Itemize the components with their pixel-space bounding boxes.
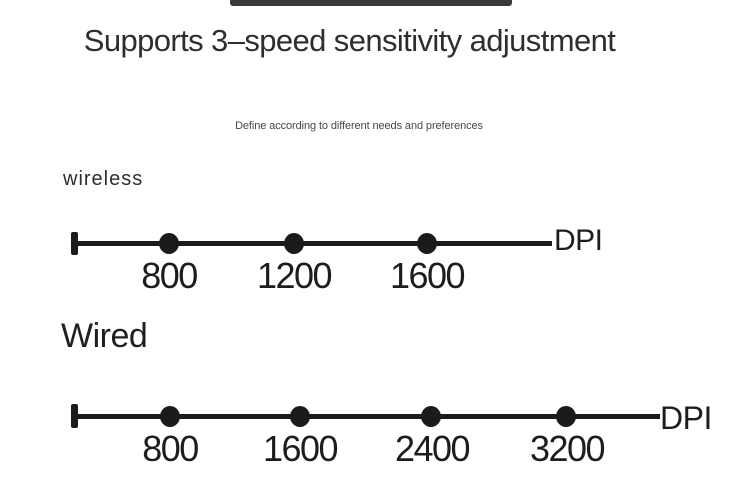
wireless-dpi-dot-1600 (417, 233, 437, 254)
wireless-dpi-value: 800 (141, 255, 198, 296)
wired-axis-unit-label: DPI (660, 400, 712, 436)
page-title: Supports 3–speed sensitivity adjustment (83, 23, 616, 58)
wired-dpi-dot-3200 (556, 406, 576, 427)
wireless-dpi-dot-1200 (284, 233, 304, 254)
wired-dpi-value: 2400 (394, 428, 471, 469)
wired-dpi-value: 3200 (529, 428, 606, 469)
top-decoration-bar (230, 0, 512, 6)
wireless-dpi-value: 1600 (389, 255, 466, 296)
wired-axis-line (74, 414, 660, 419)
wireless-dpi-dot-800 (159, 233, 179, 254)
wired-dpi-dot-2400 (421, 406, 441, 427)
wireless-dpi-value: 1200 (256, 255, 333, 296)
wired-section-label: Wired (61, 317, 148, 355)
wireless-axis-unit-label: DPI (554, 224, 603, 257)
wired-dpi-value: 800 (142, 428, 199, 469)
wired-dpi-value: 1600 (262, 428, 339, 469)
wireless-axis-line (74, 241, 552, 246)
wired-dpi-dot-1600 (290, 406, 310, 427)
page-subtitle: Define according to different needs and … (235, 120, 483, 132)
wired-dpi-dot-800 (160, 406, 180, 427)
wireless-section-label: wireless (63, 168, 144, 190)
